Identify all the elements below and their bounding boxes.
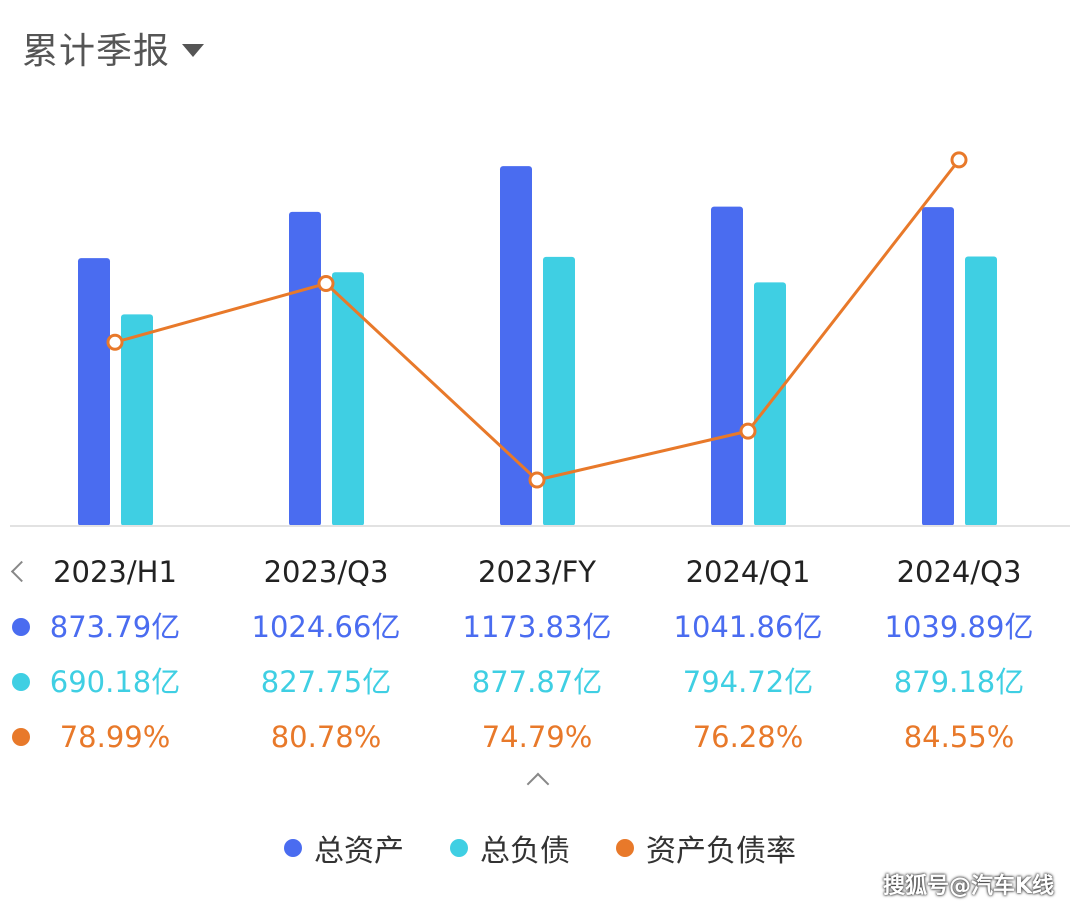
debt-ratio-point xyxy=(528,471,546,489)
period-label: 累计季报 xyxy=(22,31,171,72)
debt-ratio-point xyxy=(106,333,124,351)
debt-ratio-value: 80.78% xyxy=(270,720,382,754)
bar-total-assets xyxy=(78,258,110,526)
total-liabilities-value: 879.18亿 xyxy=(893,665,1025,699)
debt-ratio-value: 78.99% xyxy=(59,720,171,754)
total-liabilities-row: 690.18亿 827.75亿 877.87亿 794.72亿 879.18亿 xyxy=(0,657,1080,707)
category-row: 2023/H1 2023/Q3 2023/FY 2024/Q1 2024/Q3 xyxy=(0,547,1080,597)
category-label: 2024/Q3 xyxy=(896,555,1022,589)
total-liabilities-value: 877.87亿 xyxy=(471,665,603,699)
debt-ratio-row: 78.99% 80.78% 74.79% 76.28% 84.55% xyxy=(0,712,1080,762)
category-label: 2024/Q1 xyxy=(685,555,811,589)
bar-total-assets xyxy=(711,206,743,526)
debt-ratio-point xyxy=(317,275,335,293)
caret-down-icon xyxy=(182,43,205,57)
legend-dot-debt-ratio xyxy=(616,839,634,857)
bar-layer xyxy=(78,166,997,527)
debt-ratio-line xyxy=(114,158,961,482)
legend-item-total-liabilities[interactable]: 总负债 xyxy=(450,826,570,870)
total-assets-value: 873.79亿 xyxy=(49,610,181,644)
bar-total-liabilities xyxy=(332,272,364,526)
legend-label: 资产负债率 xyxy=(646,834,796,869)
combo-chart xyxy=(10,151,1070,527)
bar-total-liabilities xyxy=(121,314,153,526)
legend-dot-total-liabilities xyxy=(450,839,468,857)
total-assets-value: 1024.66亿 xyxy=(251,610,401,644)
debt-ratio-value: 76.28% xyxy=(692,720,804,754)
legend-dot-total-assets xyxy=(284,839,302,857)
line-layer xyxy=(106,151,968,489)
legend-item-total-assets[interactable]: 总资产 xyxy=(284,826,404,870)
total-assets-value: 1041.86亿 xyxy=(673,610,823,644)
legend-label: 总资产 xyxy=(314,834,404,869)
total-liabilities-value: 794.72亿 xyxy=(682,665,814,699)
total-assets-row: 873.79亿 1024.66亿 1173.83亿 1041.86亿 1039.89亿 xyxy=(0,602,1080,652)
bar-total-liabilities xyxy=(543,256,575,526)
legend-item-debt-ratio[interactable]: 资产负债率 xyxy=(616,826,796,870)
legend-label: 总负债 xyxy=(480,834,570,869)
category-label: 2023/FY xyxy=(478,555,596,589)
legend: 总资产 总负债 资产负债率 xyxy=(0,826,1080,870)
debt-ratio-value: 84.55% xyxy=(903,720,1015,754)
debt-ratio-point xyxy=(739,422,757,440)
bar-total-assets xyxy=(289,211,321,527)
category-label: 2023/H1 xyxy=(53,555,177,589)
chevron-up-icon[interactable] xyxy=(526,772,550,796)
total-liabilities-value: 827.75亿 xyxy=(260,665,392,699)
category-label: 2023/Q3 xyxy=(263,555,389,589)
bar-total-assets xyxy=(500,166,532,526)
period-selector[interactable]: 累计季报 xyxy=(22,22,205,74)
total-assets-value: 1173.83亿 xyxy=(462,610,612,644)
watermark: 搜狐号@汽车K线 xyxy=(882,874,1054,899)
total-assets-dot xyxy=(12,618,30,636)
total-liabilities-dot xyxy=(12,673,30,691)
debt-ratio-value: 74.79% xyxy=(481,720,593,754)
debt-ratio-dot xyxy=(12,728,30,746)
bar-total-liabilities xyxy=(965,256,997,526)
debt-ratio-point xyxy=(950,151,968,169)
total-assets-value: 1039.89亿 xyxy=(884,610,1034,644)
total-liabilities-value: 690.18亿 xyxy=(49,665,181,699)
bar-total-assets xyxy=(922,207,954,526)
